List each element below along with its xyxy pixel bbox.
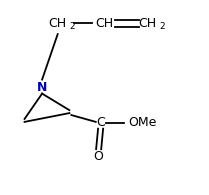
Text: CH: CH xyxy=(138,17,157,30)
Text: OMe: OMe xyxy=(128,116,156,129)
Text: C: C xyxy=(96,116,105,129)
Text: CH: CH xyxy=(96,17,113,30)
Text: N: N xyxy=(37,81,47,94)
Text: CH: CH xyxy=(49,17,67,30)
Text: 2: 2 xyxy=(70,22,75,31)
Text: 2: 2 xyxy=(159,22,165,31)
Text: O: O xyxy=(94,150,104,162)
